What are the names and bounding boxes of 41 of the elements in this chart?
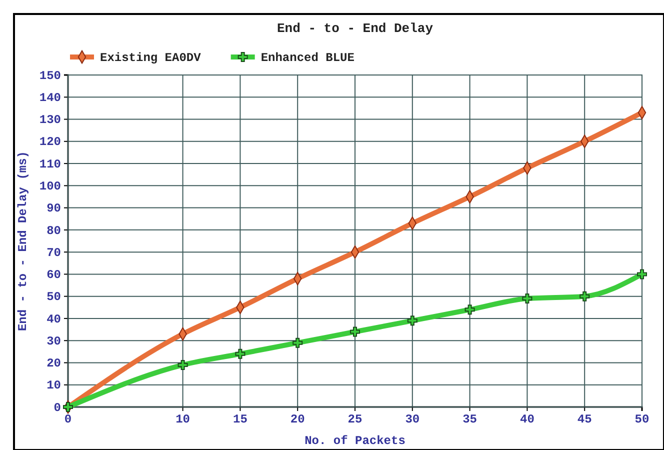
point (580, 291, 590, 302)
x-tick-label: 40 (520, 412, 534, 427)
y-tick-label: 150 (39, 68, 61, 83)
legend-label: Existing EA0DV (100, 51, 202, 65)
point (464, 304, 475, 315)
x-axis-title: No. of Packets (304, 434, 406, 448)
y-tick-label: 20 (46, 356, 61, 371)
y-tick-label: 130 (39, 113, 61, 128)
chart-title: End - to - End Delay (276, 21, 434, 36)
x-tick-label: 50 (634, 412, 650, 427)
point (637, 269, 647, 280)
point (350, 326, 360, 337)
y-tick-label: 10 (46, 378, 61, 393)
y-tick-label: 100 (39, 180, 61, 194)
point (522, 294, 532, 304)
y-tick-label: 110 (39, 157, 61, 172)
y-tick-label: 30 (46, 334, 61, 348)
point (178, 360, 188, 370)
y-tick-label: 60 (46, 268, 61, 282)
y-axis-title: End - to - End Delay (ms) (16, 150, 30, 332)
y-tick-label: 50 (46, 290, 61, 304)
y-tick-label: 0 (54, 400, 61, 415)
y-tick-label: 70 (46, 246, 61, 260)
x-tick-label: 20 (290, 412, 305, 427)
y-tick-label: 40 (46, 312, 61, 326)
x-tick-label: 45 (577, 412, 592, 427)
legend-label: Enhanced BLUE (260, 51, 354, 65)
y-tick-label: 120 (39, 135, 61, 150)
x-tick-label: 10 (176, 412, 190, 427)
x-tick-label: 30 (405, 412, 420, 427)
y-tick-label: 140 (39, 90, 61, 105)
point (407, 316, 418, 326)
point (292, 338, 303, 348)
x-tick-label: 15 (232, 412, 248, 427)
point (63, 402, 73, 412)
point (235, 348, 246, 359)
x-tick-label: 0 (64, 412, 72, 427)
x-tick-label: 35 (462, 412, 478, 427)
y-tick-label: 80 (46, 224, 61, 238)
x-tick-label: 25 (348, 412, 362, 427)
y-tick-label: 90 (46, 202, 61, 216)
